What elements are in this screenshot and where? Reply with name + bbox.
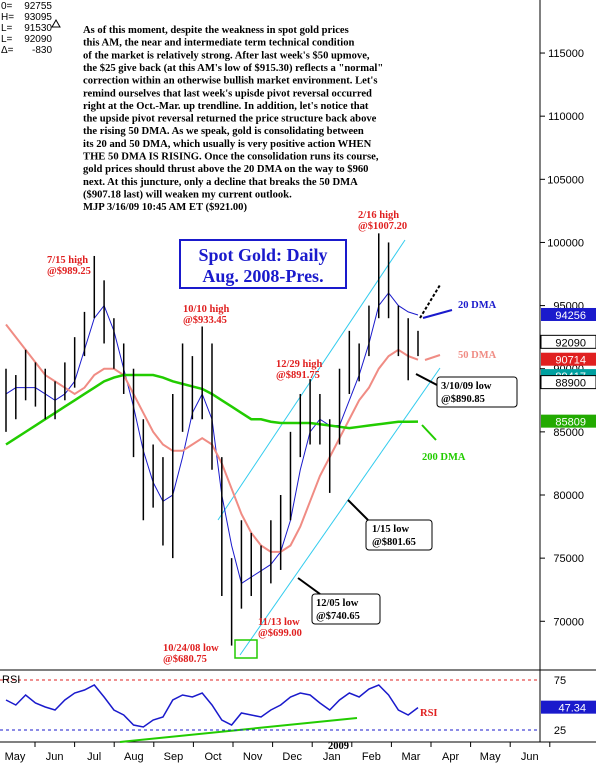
commentary-line: the $25 give back (at this AM's low of $… xyxy=(83,63,383,74)
quote-value: 91530 xyxy=(24,23,52,34)
price-tag xyxy=(541,352,596,366)
annotation: 50 DMA xyxy=(458,350,497,361)
callout-box xyxy=(436,376,518,408)
commentary-line: next. At this juncture, only a decline t… xyxy=(83,177,358,188)
y-tick-label: 110000 xyxy=(548,111,584,123)
annotation: 7/15 high xyxy=(47,255,88,266)
quote-label: 0= xyxy=(1,1,13,12)
quote-label: L= xyxy=(1,23,13,34)
commentary-line: the rising 50 DMA. As we speak, gold is … xyxy=(83,126,364,137)
commentary-line: right at the Oct.-Mar. up trendline. In … xyxy=(83,101,369,112)
price-tag-label: 92090 xyxy=(555,337,586,349)
annotation: @$933.45 xyxy=(183,315,227,326)
annotation: @$1007.20 xyxy=(358,221,407,232)
y-tick-label: 105000 xyxy=(547,174,584,186)
x-tick-label: Aug xyxy=(124,751,144,763)
annotation: 200 DMA xyxy=(422,452,466,463)
annotation: @$801.65 xyxy=(372,537,416,548)
annotation: 10/10 high xyxy=(183,304,230,315)
quote-value: 93095 xyxy=(24,12,52,23)
price-tag-label: 85809 xyxy=(555,417,586,429)
commentary-line: this AM, the near and intermediate term … xyxy=(83,38,354,49)
annotation: @$891.75 xyxy=(276,370,320,381)
highlight-box xyxy=(234,639,258,659)
chart-subtitle: Aug. 2008-Pres. xyxy=(202,266,323,286)
annotation: 11/13 low xyxy=(258,617,300,628)
annotation: 3/10/09 low xyxy=(441,381,492,392)
rsi-tick-label: 75 xyxy=(554,675,566,687)
rsi-trendline xyxy=(119,717,358,743)
price-tag xyxy=(540,334,596,349)
price-tag-label: 94256 xyxy=(555,310,586,322)
rsi-line xyxy=(5,684,419,728)
quote-value: -830 xyxy=(32,45,52,56)
trendline xyxy=(239,367,441,656)
x-tick-label: Jul xyxy=(87,751,101,763)
annotation: 12/29 high xyxy=(276,359,323,370)
x-tick-label: Mar xyxy=(402,751,421,763)
annotation: @$680.75 xyxy=(163,654,207,665)
commentary-line: THE 50 DMA IS RISING. Once the consolida… xyxy=(83,152,379,163)
commentary-line: As of this moment, despite the weakness … xyxy=(83,25,349,36)
quote-label: L= xyxy=(1,34,13,45)
commentary-line: gold prices should thrust above the 20 D… xyxy=(83,164,368,175)
quote-value: 92090 xyxy=(24,34,52,45)
x-tick-label: May xyxy=(5,751,26,763)
y-tick-label: 75000 xyxy=(553,553,584,565)
chart-title: Spot Gold: Daily xyxy=(198,245,327,265)
x-tick-label: Feb xyxy=(362,751,381,763)
x-tick-label: Dec xyxy=(282,751,302,763)
arrows xyxy=(297,284,453,595)
callout-box xyxy=(365,519,433,551)
price-tag xyxy=(541,307,596,321)
annotation: 10/24/08 low xyxy=(163,643,219,654)
annotation: 2009 xyxy=(328,741,349,752)
annotation: @$989.25 xyxy=(47,266,91,277)
rsi-tag xyxy=(541,700,596,714)
commentary-line: its 20 and 50 DMA, which usually is very… xyxy=(83,139,372,150)
price-tag xyxy=(541,414,596,428)
quote-value: 92755 xyxy=(24,1,52,12)
commentary-line: the upside pivot reversal returned the p… xyxy=(83,114,377,125)
y-tick-label: 70000 xyxy=(553,616,584,628)
y-tick-label: 100000 xyxy=(547,237,584,249)
tick-glyph xyxy=(51,18,61,28)
y-tick-label: 85000 xyxy=(553,427,584,439)
trendline xyxy=(217,239,406,521)
x-tick-label: Oct xyxy=(204,751,221,763)
price-tag xyxy=(540,375,596,390)
commentary-line: correction within an otherwise bullish m… xyxy=(83,76,377,87)
annotation: 12/05 low xyxy=(316,598,359,609)
x-tick-label: Jun xyxy=(46,751,64,763)
commentary-line: of the market is relatively strong. Afte… xyxy=(83,50,370,61)
commentary-line: MJP 3/16/09 10:45 AM ET ($921.00) xyxy=(83,202,247,213)
annotation: @$699.00 xyxy=(258,628,302,639)
price-tag-label: 88900 xyxy=(555,378,586,390)
annotation: 20 DMA xyxy=(458,300,497,311)
x-tick-label: Sep xyxy=(164,751,184,763)
x-tick-label: May xyxy=(480,751,501,763)
annotation: RSI xyxy=(420,708,438,719)
rsi-tag-label: 47.34 xyxy=(558,703,586,715)
quote-label: Δ= xyxy=(1,45,14,56)
y-tick-label: 115000 xyxy=(548,48,584,60)
x-tick-label: Jun xyxy=(521,751,539,763)
price-tag-label: 90714 xyxy=(555,355,586,367)
rsi-tick-label: 25 xyxy=(554,725,566,737)
annotation: 2/16 high xyxy=(358,210,399,221)
quote-label: H= xyxy=(1,12,14,23)
x-tick-label: Apr xyxy=(442,751,459,763)
annotation: @$740.65 xyxy=(316,611,360,622)
annotation: 1/15 low xyxy=(372,524,409,535)
x-tick-label: Jan xyxy=(323,751,341,763)
commentary-line: ($907.18 last) will weaken my current ou… xyxy=(83,189,292,200)
callout-box xyxy=(311,593,381,625)
annotation: @$890.85 xyxy=(441,394,485,405)
x-tick-label: Nov xyxy=(243,751,263,763)
commentary-line: remind ourselves that last week's upisde… xyxy=(83,88,372,99)
title-box xyxy=(179,239,347,289)
rsi-title: RSI xyxy=(2,674,20,686)
y-tick-label: 80000 xyxy=(553,490,584,502)
